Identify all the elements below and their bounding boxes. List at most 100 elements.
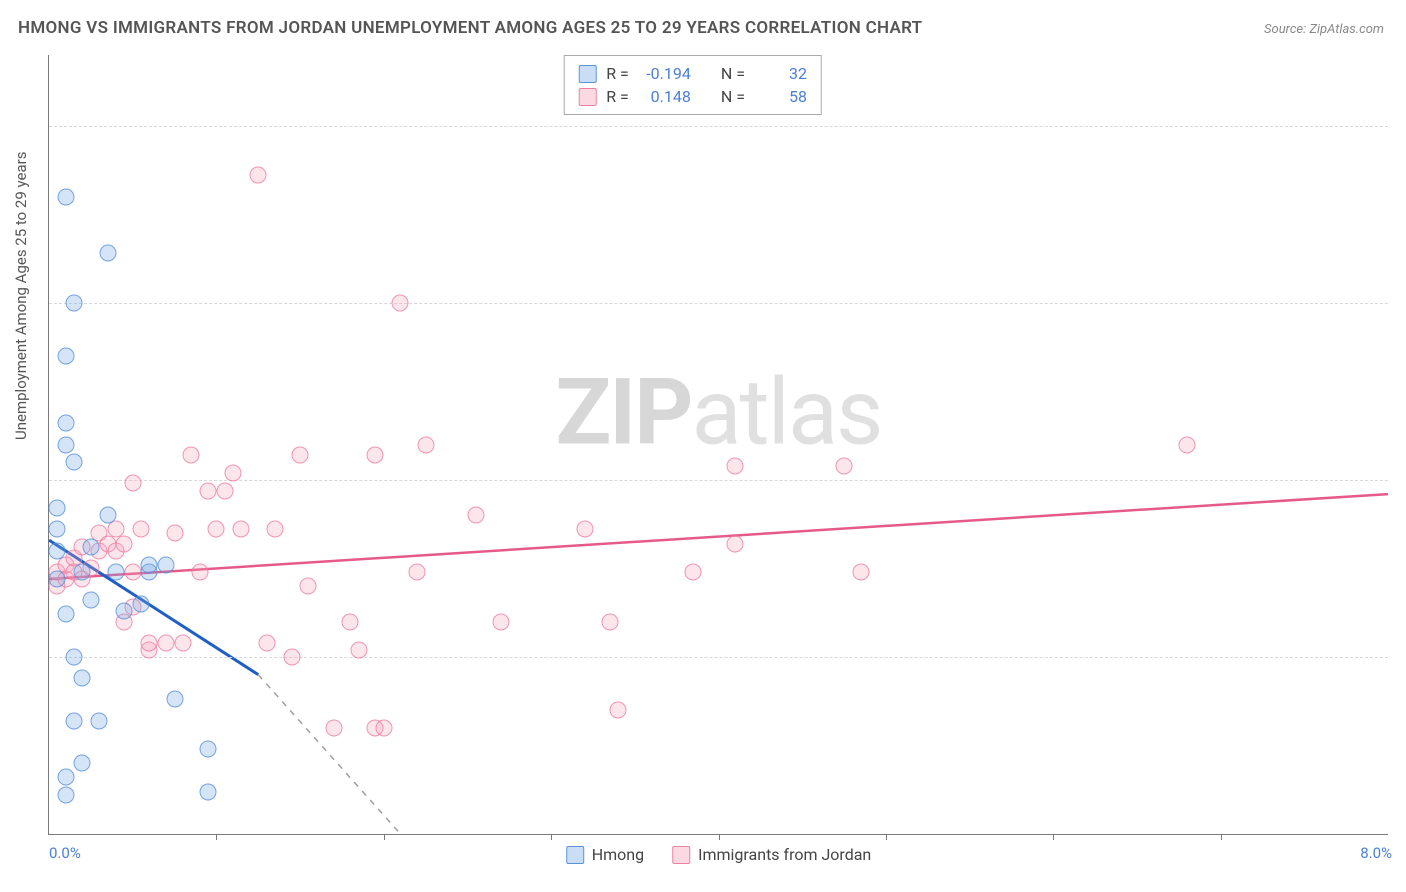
gridline-h	[49, 303, 1388, 304]
r-value-pink: 0.148	[639, 87, 691, 106]
pink-point	[492, 613, 509, 630]
pink-point	[216, 482, 233, 499]
pink-point	[342, 613, 359, 630]
blue-point	[57, 415, 74, 432]
blue-point	[49, 542, 66, 559]
blue-point	[66, 648, 83, 665]
pink-point	[375, 719, 392, 736]
watermark: ZIPatlas	[555, 360, 881, 467]
blue-point	[57, 606, 74, 623]
blue-point	[66, 712, 83, 729]
pink-point	[685, 563, 702, 580]
pink-point	[367, 447, 384, 464]
blue-point	[107, 563, 124, 580]
blue-point	[66, 454, 83, 471]
pink-point	[141, 634, 158, 651]
pink-point	[300, 578, 317, 595]
blue-point	[57, 787, 74, 804]
x-tick-mark	[551, 834, 552, 840]
chart-title: HMONG VS IMMIGRANTS FROM JORDAN UNEMPLOY…	[18, 18, 922, 38]
pink-point	[325, 719, 342, 736]
blue-point	[82, 592, 99, 609]
pink-point	[124, 475, 141, 492]
watermark-zip: ZIP	[555, 360, 691, 467]
blue-point	[74, 755, 91, 772]
blue-point	[49, 521, 66, 538]
pink-point	[174, 634, 191, 651]
pink-point	[208, 521, 225, 538]
pink-point	[124, 563, 141, 580]
blue-point	[133, 595, 150, 612]
stats-row-pink: R = 0.148 N = 58	[578, 85, 807, 108]
pink-point	[233, 521, 250, 538]
blue-point	[49, 500, 66, 517]
legend-label-pink: Immigrants from Jordan	[698, 845, 871, 864]
watermark-atlas: atlas	[692, 360, 882, 467]
gridline-h	[49, 480, 1388, 481]
pink-point	[292, 447, 309, 464]
source-label: Source: ZipAtlas.com	[1264, 22, 1384, 37]
pink-point	[836, 457, 853, 474]
legend-item-pink: Immigrants from Jordan	[672, 845, 871, 864]
pink-point	[158, 634, 175, 651]
blue-point	[57, 347, 74, 364]
pink-point	[727, 535, 744, 552]
y-axis-title: Unemployment Among Ages 25 to 29 years	[12, 152, 30, 440]
blue-point	[158, 556, 175, 573]
r-value-blue: -0.194	[639, 64, 691, 83]
pink-point	[191, 563, 208, 580]
blue-point	[74, 670, 91, 687]
x-tick-mark	[886, 834, 887, 840]
blue-point	[82, 539, 99, 556]
blue-point	[49, 571, 66, 588]
pink-point	[727, 457, 744, 474]
pink-point	[166, 525, 183, 542]
blue-point	[66, 294, 83, 311]
x-tick-mark	[719, 834, 720, 840]
pink-point	[200, 482, 217, 499]
y-tick-label: 5.0%	[1398, 648, 1406, 666]
pink-point	[225, 464, 242, 481]
blue-point	[57, 769, 74, 786]
series-legend: Hmong Immigrants from Jordan	[566, 845, 872, 864]
pink-point	[250, 167, 267, 184]
blue-point	[200, 783, 217, 800]
pink-point	[283, 648, 300, 665]
x-tick-mark	[1221, 834, 1222, 840]
legend-label-blue: Hmong	[592, 845, 644, 864]
legend-item-blue: Hmong	[566, 845, 644, 864]
blue-point	[166, 691, 183, 708]
pink-point	[1179, 436, 1196, 453]
pink-point	[392, 294, 409, 311]
pink-point	[601, 613, 618, 630]
gridline-h	[49, 657, 1388, 658]
swatch-blue-icon	[578, 65, 596, 83]
pink-point	[467, 507, 484, 524]
r-label: R =	[606, 87, 629, 106]
pink-point	[852, 563, 869, 580]
pink-point	[417, 436, 434, 453]
x-tick-mark	[384, 834, 385, 840]
trend-line	[258, 675, 400, 834]
blue-point	[99, 507, 116, 524]
pink-point	[350, 641, 367, 658]
trend-line	[49, 494, 1388, 579]
blue-point	[91, 712, 108, 729]
n-label: N =	[721, 64, 745, 83]
swatch-blue-icon	[566, 846, 584, 864]
blue-point	[99, 245, 116, 262]
swatch-pink-icon	[672, 846, 690, 864]
blue-point	[200, 741, 217, 758]
pink-point	[116, 535, 133, 552]
r-label: R =	[606, 64, 629, 83]
blue-point	[116, 602, 133, 619]
y-tick-label: 15.0%	[1398, 294, 1406, 312]
blue-point	[74, 563, 91, 580]
pink-point	[183, 447, 200, 464]
blue-point	[57, 436, 74, 453]
y-tick-label: 20.0%	[1398, 117, 1406, 135]
x-tick-label-max: 8.0%	[1360, 844, 1392, 862]
pink-point	[258, 634, 275, 651]
pink-point	[409, 563, 426, 580]
stats-legend-box: R = -0.194 N = 32 R = 0.148 N = 58	[563, 55, 822, 115]
